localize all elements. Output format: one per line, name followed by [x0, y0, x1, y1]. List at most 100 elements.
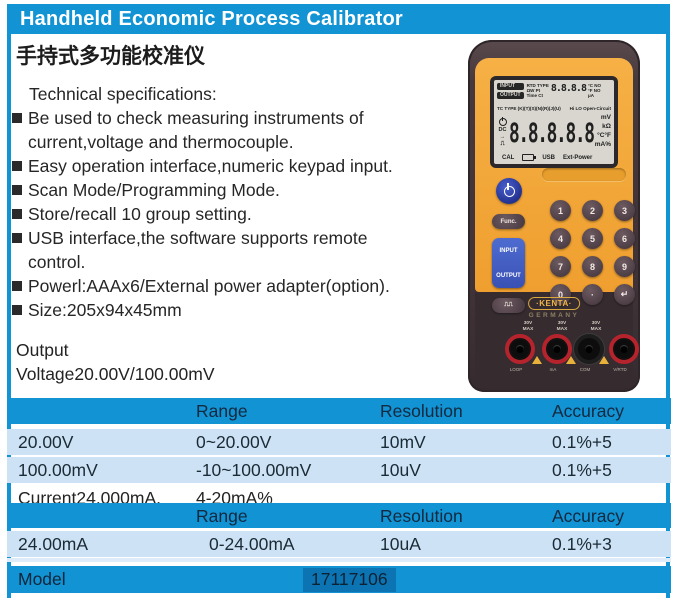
- spec-line: Store/recall 10 group setting.: [12, 204, 472, 228]
- lcd-mini-unit: °F NO: [587, 88, 601, 93]
- jack-loop: [505, 334, 535, 364]
- current-table-header: Range Resolution Accuracy: [7, 503, 671, 528]
- jack-vrtd: [609, 334, 639, 364]
- key-dot: ·: [582, 284, 603, 305]
- model-value: 17117106: [303, 568, 396, 592]
- lcd-tc-types: TC TYPE (K)(T)(S)(N)(R)(J)(U): [497, 106, 561, 111]
- key-label: 5: [589, 233, 595, 244]
- lcd-mini-unit: °C NO: [587, 83, 602, 88]
- power-icon: [503, 182, 515, 197]
- lcd-output-flag: OUTPUT: [497, 92, 524, 99]
- lcd-annunciators: INPUT OUTPUT RTD TYPE ΩW Pt Time Ct 8.8.…: [497, 83, 611, 105]
- lcd-bezel: INPUT OUTPUT RTD TYPE ΩW Pt Time Ct 8.8.…: [490, 76, 618, 168]
- lcd-cal-flag: CAL: [502, 154, 515, 161]
- cell-name: 100.00mV: [18, 460, 98, 480]
- lcd-mini-units: °C NO °F NO μA: [588, 83, 601, 98]
- input-output-button: INPUT OUTPUT: [492, 238, 525, 288]
- jack-label: mA: [549, 367, 557, 372]
- bullet-square-icon: [12, 209, 22, 219]
- key-3: 3: [614, 200, 635, 221]
- lcd-mini-digits: 8.8.8.8: [550, 83, 587, 94]
- key-label: 7: [557, 261, 563, 272]
- lcd-flags: Hi LO Open-Circuit: [570, 106, 611, 111]
- jack-label: LOOP: [509, 367, 523, 372]
- key-label: 9: [621, 261, 627, 272]
- page-header: Handheld Economic Process Calibrator: [7, 4, 670, 34]
- bullet-square-icon: [12, 113, 22, 123]
- lcd-dc-flag: DC: [498, 127, 507, 133]
- key-8: 8: [582, 256, 603, 277]
- bullet-square-icon: [12, 233, 22, 243]
- warning-triangle-icon: [532, 356, 542, 364]
- speaker-slot: [542, 168, 626, 181]
- key-enter: ↵: [614, 284, 635, 305]
- bullet-square-icon: [12, 185, 22, 195]
- key-6: 6: [614, 228, 635, 249]
- jack-hole: [620, 345, 628, 353]
- key-4: 4: [550, 228, 571, 249]
- io-button-output-label: OUTPUT: [496, 272, 521, 279]
- cell-name: 24.00mA: [18, 534, 89, 554]
- io-button-input-label: INPUT: [499, 247, 518, 254]
- spec-text: current,voltage and thermocouple.: [28, 132, 294, 152]
- arrow-icon: →: [499, 134, 506, 140]
- cell-resolution: 10mV: [380, 432, 426, 452]
- table-row: 24.00mA 0-24.00mA 10uA 0.1%+3: [7, 531, 671, 557]
- page-border-left: [7, 4, 11, 598]
- max-word: MAX: [522, 326, 534, 332]
- lcd-rtd-sub: ΩW Pt: [526, 88, 541, 93]
- row-divider: [7, 558, 671, 562]
- lcd-left-icons: DC → ⎍: [496, 117, 509, 148]
- col-resolution: Resolution: [380, 506, 463, 526]
- model-row: Model 17117106: [7, 566, 671, 593]
- max-volts: 30V: [557, 321, 567, 326]
- key-9: 9: [614, 256, 635, 277]
- col-accuracy: Accuracy: [552, 506, 624, 526]
- col-accuracy: Accuracy: [552, 401, 624, 421]
- warning-triangle-icon: [566, 356, 576, 364]
- max-volts: 30V: [523, 321, 533, 326]
- ramp-icon: ⎍: [500, 141, 505, 147]
- lcd-unit-ma: mA%: [594, 141, 611, 148]
- key-2: 2: [582, 200, 603, 221]
- table-row: 20.00V 0~20.00V 10mV 0.1%+5: [7, 429, 671, 455]
- key-5: 5: [582, 228, 603, 249]
- spec-line: Scan Mode/Programming Mode.: [12, 180, 472, 204]
- spec-heading: Technical specifications:: [29, 84, 217, 104]
- key-label: ·: [591, 289, 594, 300]
- lcd-rtd-block: RTD TYPE ΩW Pt Time Ct: [527, 83, 549, 98]
- lcd-ext-power-flag: Ext-Power: [563, 154, 593, 161]
- cell-accuracy: 0.1%+5: [552, 432, 612, 452]
- ramp-icon: ⎍⎍: [504, 302, 513, 308]
- spec-line: Size:205x94x45mm: [12, 300, 472, 324]
- ramp-button: ⎍⎍: [492, 298, 525, 313]
- lcd-units-column: mV kΩ °C°F mA%: [595, 113, 611, 149]
- lcd-input-flag: INPUT: [497, 83, 524, 90]
- lcd-mini-unit: μA: [587, 93, 594, 98]
- brand-country: GERMANY: [528, 312, 580, 319]
- spec-text: control.: [28, 252, 86, 272]
- jack-hole: [585, 345, 593, 353]
- bullet-square-icon: [12, 161, 22, 171]
- page-border-right: [666, 4, 670, 598]
- spec-text: USB interface,the software supports remo…: [28, 228, 368, 248]
- spec-line: current,voltage and thermocouple.: [12, 132, 472, 156]
- max-volts: 30V: [591, 321, 601, 326]
- cell-name: 20.00V: [18, 432, 74, 452]
- lcd-unit-mv: mV: [600, 114, 611, 121]
- key-label: 2: [589, 205, 595, 216]
- warning-triangle-icon: [599, 356, 609, 364]
- bullet-square-icon: [12, 281, 22, 291]
- spec-text: Easy operation interface,numeric keypad …: [28, 156, 393, 176]
- cell-resolution: 10uA: [380, 534, 421, 554]
- col-range: Range: [196, 401, 248, 421]
- spec-text: Scan Mode/Programming Mode.: [28, 180, 280, 200]
- cell-range: 0~20.00V: [196, 432, 272, 452]
- spec-text: Size:205x94x45mm: [28, 300, 182, 320]
- spec-line: USB interface,the software supports remo…: [12, 228, 472, 252]
- output-voltage-line: Voltage20.00V/100.00mV: [16, 364, 215, 384]
- key-label: 8: [589, 261, 595, 272]
- max-rating-label: 30V MAX: [550, 321, 574, 332]
- lcd-usb-flag: USB: [542, 154, 556, 161]
- jack-label: V/RTD: [613, 367, 627, 372]
